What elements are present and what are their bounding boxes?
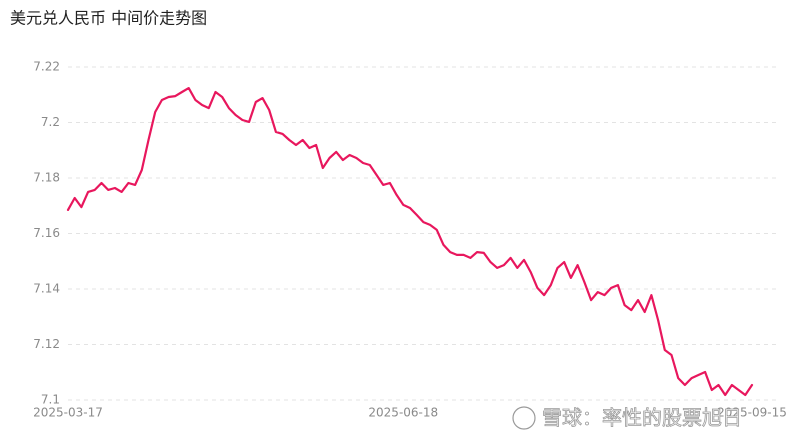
x-tick-label: 2025-03-17 [33,406,103,420]
y-tick-label: 7.16 [33,226,60,240]
y-tick-label: 7.12 [33,337,60,351]
y-tick-label: 7.22 [33,60,60,74]
y-tick-label: 7.2 [41,115,60,129]
y-tick-label: 7.14 [33,282,60,296]
x-tick-label: 2025-06-18 [368,406,438,420]
watermark-text: 雪球：率性的股票旭日 [542,406,742,430]
data-line [66,87,754,397]
watermark-icon [512,406,536,430]
x-tick-label: 2025-09-15 [717,406,787,420]
chart-title: 美元兑人民币 中间价走势图 [10,9,207,28]
y-tick-label: 7.1 [41,393,60,407]
watermark: 雪球：率性的股票旭日 [512,405,742,430]
y-tick-label: 7.18 [33,171,60,185]
